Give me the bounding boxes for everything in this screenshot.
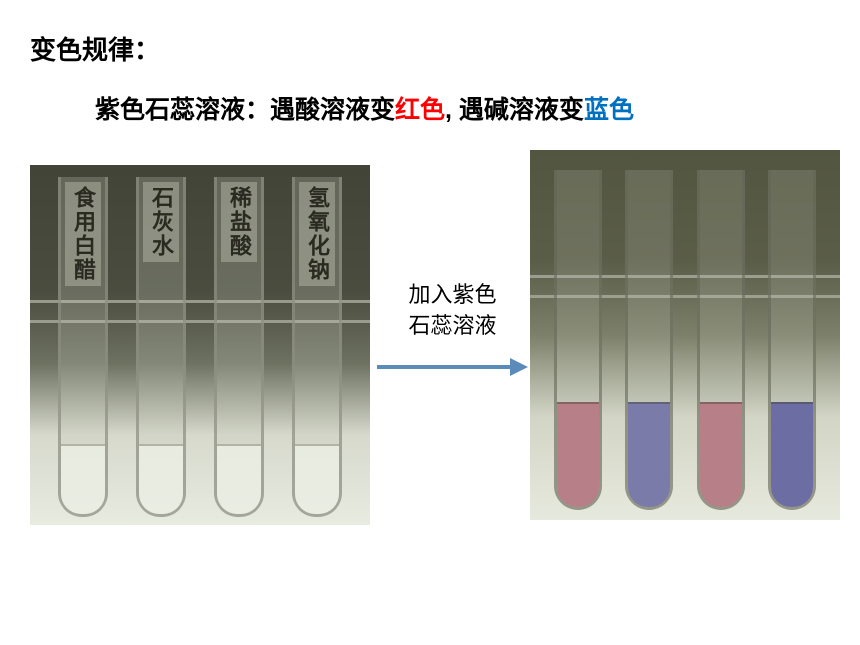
rule-prefix: 紫色石蕊溶液：遇酸溶液变 xyxy=(95,96,395,124)
arrow-region: 加入紫色 石蕊溶液 xyxy=(375,280,530,382)
liquid-red xyxy=(557,402,599,507)
liquid-clear xyxy=(295,444,339,514)
rule-blue-word: 蓝色 xyxy=(584,96,634,124)
right-tube-panel xyxy=(530,150,840,520)
liquid-clear xyxy=(217,444,261,514)
tube-label: 氢氧化钠 xyxy=(299,182,335,286)
tube-result-2 xyxy=(625,170,673,510)
liquid-blue xyxy=(771,402,813,507)
tube-result-3 xyxy=(697,170,745,510)
arrow-icon xyxy=(375,352,530,382)
liquid-clear xyxy=(139,444,183,514)
rule-middle: , 遇碱溶液变 xyxy=(445,96,584,124)
arrow-label: 加入紫色 石蕊溶液 xyxy=(375,280,530,342)
tube-hcl: 稀盐酸 xyxy=(214,177,264,517)
tube-naoh: 氢氧化钠 xyxy=(292,177,342,517)
tube-result-1 xyxy=(554,170,602,510)
tube-vinegar: 食用白醋 xyxy=(58,177,108,517)
left-tube-panel: 食用白醋 石灰水 稀盐酸 氢氧化钠 xyxy=(30,165,370,525)
liquid-red xyxy=(700,402,742,507)
arrow-label-line1: 加入紫色 xyxy=(408,282,496,307)
tube-label: 食用白醋 xyxy=(65,182,101,286)
liquid-clear xyxy=(61,444,105,514)
heading: 变色规律： xyxy=(30,30,160,67)
tube-label: 石灰水 xyxy=(143,182,179,262)
tube-limewater: 石灰水 xyxy=(136,177,186,517)
arrow-label-line2: 石蕊溶液 xyxy=(408,313,496,338)
tube-result-4 xyxy=(768,170,816,510)
liquid-blue xyxy=(628,402,670,507)
rule-red-word: 红色 xyxy=(395,96,445,124)
rule-text: 紫色石蕊溶液：遇酸溶液变红色, 遇碱溶液变蓝色 xyxy=(95,90,634,126)
tube-label: 稀盐酸 xyxy=(221,182,257,262)
